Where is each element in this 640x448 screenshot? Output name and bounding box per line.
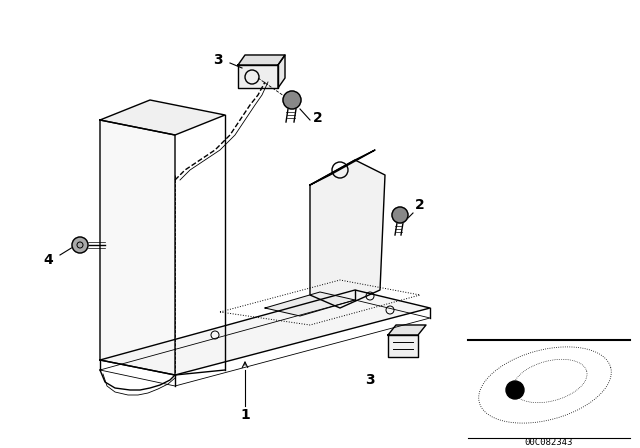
Polygon shape	[278, 55, 285, 88]
Text: 2: 2	[415, 198, 425, 212]
Polygon shape	[265, 292, 355, 316]
Polygon shape	[310, 150, 375, 185]
Polygon shape	[238, 55, 285, 65]
Circle shape	[392, 207, 408, 223]
Text: 3: 3	[213, 53, 223, 67]
Circle shape	[506, 381, 524, 399]
Polygon shape	[100, 100, 225, 135]
Circle shape	[283, 91, 301, 109]
Text: 1: 1	[240, 408, 250, 422]
Polygon shape	[388, 335, 418, 357]
Polygon shape	[100, 290, 430, 375]
Polygon shape	[388, 325, 426, 335]
Text: 3: 3	[365, 373, 375, 387]
Polygon shape	[310, 160, 385, 308]
Polygon shape	[100, 120, 175, 375]
Text: 2: 2	[313, 111, 323, 125]
Polygon shape	[238, 65, 278, 88]
Circle shape	[72, 237, 88, 253]
Text: 00C082343: 00C082343	[525, 438, 573, 447]
Text: 4: 4	[43, 253, 53, 267]
